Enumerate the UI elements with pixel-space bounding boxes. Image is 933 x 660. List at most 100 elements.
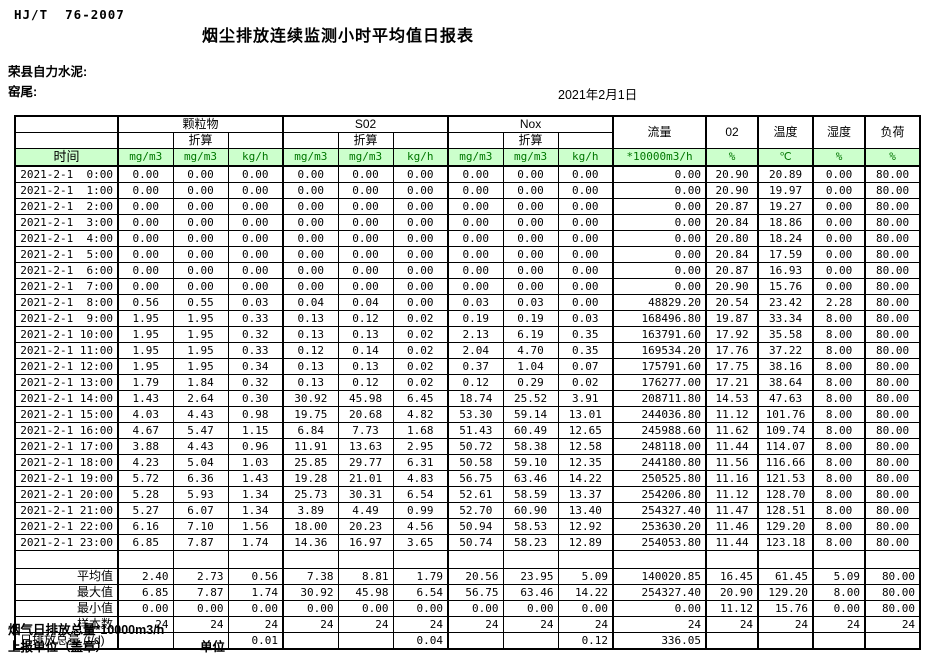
table-cell: 80.00 [864, 325, 921, 343]
table-cell: 0.00 [447, 213, 504, 231]
table-cell: 2.13 [447, 325, 504, 343]
unit-label: 单位 [200, 640, 226, 654]
table-cell: 0.00 [502, 277, 559, 295]
table-cell: 80.00 [864, 599, 921, 617]
table-row: 2021-2-1 20:00 5.28 5.93 1.34 25.73 30.31 6.54… [14, 485, 921, 503]
table-cell: 121.53 [757, 469, 814, 487]
company-name: 荣县自力水泥: [8, 65, 88, 79]
table-cell: 6.54 [392, 485, 449, 503]
table-cell: 19.27 [757, 197, 814, 215]
table-cell: 175791.60 [612, 357, 707, 375]
table-cell: 24 [757, 615, 814, 633]
table-cell: 60.49 [502, 421, 559, 439]
table-cell: 20.68 [337, 405, 394, 423]
table-cell: 38.64 [757, 373, 814, 391]
table-cell: 0.00 [447, 197, 504, 215]
table-cell: 0.00 [812, 261, 866, 279]
table-cell: 0.00 [392, 293, 449, 311]
table-cell: 0.00 [282, 277, 339, 295]
table-cell: 5.93 [172, 485, 229, 503]
table-cell: 0.00 [812, 277, 866, 295]
table-cell: 80.00 [864, 357, 921, 375]
table-cell: 0.00 [812, 229, 866, 247]
report-date: 2021年2月1日 [558, 88, 638, 102]
table-cell: 0.00 [227, 599, 284, 617]
summary-label-cell: 样本数 [14, 615, 119, 633]
table-cell: 47.63 [757, 389, 814, 407]
table-cell: 0.00 [812, 197, 866, 215]
table-cell: 0.00 [227, 277, 284, 295]
table-cell: 6.31 [392, 453, 449, 471]
table-cell: 20.54 [705, 293, 759, 311]
table-cell: 19.97 [757, 181, 814, 199]
table-cell: 244036.80 [612, 405, 707, 423]
table-cell: 16.45 [705, 567, 759, 585]
table-cell: 24 [612, 615, 707, 633]
table-cell: 63.46 [502, 583, 559, 601]
header-temperature: 温度 [757, 115, 814, 149]
table-cell: 0.19 [502, 309, 559, 327]
table-cell: 0.02 [392, 373, 449, 391]
table-cell: 0.03 [447, 293, 504, 311]
table-cell: 7.87 [172, 583, 229, 601]
table-cell: 245988.60 [612, 421, 707, 439]
table-cell: 11.44 [705, 437, 759, 455]
table-cell: 5.47 [172, 421, 229, 439]
table-cell: 4.03 [117, 405, 174, 423]
unit-cell: mg/m3 [502, 148, 559, 167]
table-cell: 0.00 [612, 261, 707, 279]
header-row-units: 时间 mg/m3 mg/m3 kg/h mg/m3 mg/m3 kg/h mg/… [14, 148, 921, 167]
table-cell: 3.65 [392, 533, 449, 551]
table-cell: 0.00 [172, 599, 229, 617]
summary-row: 最小值 0.00 0.00 0.00 0.00 0.00 0.00 0.00 0.00 0.00 0… [14, 599, 921, 617]
table-cell: 0.00 [282, 261, 339, 279]
table-cell: 0.00 [117, 245, 174, 263]
table-cell: 4.56 [392, 517, 449, 535]
table-cell: 128.51 [757, 501, 814, 519]
time-cell: 2021-2-1 0:00 [14, 165, 119, 183]
table-cell: 0.55 [172, 293, 229, 311]
table-cell: 0.00 [227, 165, 284, 183]
table-cell: 58.53 [502, 517, 559, 535]
table-cell: 25.85 [282, 453, 339, 471]
table-cell: 17.59 [757, 245, 814, 263]
table-cell: 0.03 [557, 309, 614, 327]
table-cell: 15.76 [757, 277, 814, 295]
table-cell: 2.28 [812, 293, 866, 311]
table-cell: 129.20 [757, 583, 814, 601]
table-cell: 0.12 [337, 309, 394, 327]
table-cell: 1.95 [117, 325, 174, 343]
table-cell: 45.98 [337, 389, 394, 407]
table-cell: 24 [705, 615, 759, 633]
time-cell: 2021-2-1 8:00 [14, 293, 119, 311]
table-row: 2021-2-1 10:00 1.95 1.95 0.32 0.13 0.13 0.02 2.… [14, 325, 921, 343]
table-cell: 1.84 [172, 373, 229, 391]
table-cell: 0.00 [557, 261, 614, 279]
table-cell: 250525.80 [612, 469, 707, 487]
table-cell: 20.80 [705, 229, 759, 247]
table-cell: 59.14 [502, 405, 559, 423]
table-cell: 14.53 [705, 389, 759, 407]
table-cell: 80.00 [864, 405, 921, 423]
table-cell: 19.75 [282, 405, 339, 423]
table-cell: 11.56 [705, 453, 759, 471]
table-cell: 0.03 [502, 293, 559, 311]
table-cell: 0.00 [557, 229, 614, 247]
header-row-groups: 颗粒物 S02 Nox 流量 02 温度 湿度 负荷 [14, 115, 921, 149]
table-cell: 20.87 [705, 261, 759, 279]
table-cell: 58.23 [502, 533, 559, 551]
table-cell [337, 549, 394, 569]
table-cell: 0.00 [172, 245, 229, 263]
summary-label-cell: 最小值 [14, 599, 119, 617]
table-cell: 17.75 [705, 357, 759, 375]
table-cell: 20.89 [757, 165, 814, 183]
time-cell: 2021-2-1 22:00 [14, 517, 119, 535]
table-cell: 80.00 [864, 583, 921, 601]
table-cell [705, 549, 759, 569]
table-cell [757, 631, 814, 649]
table-cell: 254206.80 [612, 485, 707, 503]
table-cell: 0.00 [447, 277, 504, 295]
table-cell: 0.00 [117, 213, 174, 231]
table-cell: 0.29 [502, 373, 559, 391]
table-cell: 0.12 [282, 341, 339, 359]
